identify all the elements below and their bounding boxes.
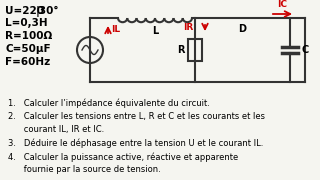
- Text: F=60Hz: F=60Hz: [5, 57, 50, 67]
- Text: D: D: [238, 24, 246, 34]
- Text: IC: IC: [277, 0, 287, 9]
- Text: IR: IR: [183, 24, 193, 33]
- Text: IL: IL: [111, 25, 120, 34]
- Text: C: C: [302, 45, 309, 55]
- Text: U=220: U=220: [5, 6, 44, 16]
- Text: 2.   Calculer les tensions entre L, R et C et les courants et les: 2. Calculer les tensions entre L, R et C…: [8, 111, 265, 120]
- Text: L=0,3H: L=0,3H: [5, 18, 48, 28]
- Text: fournie par la source de tension.: fournie par la source de tension.: [8, 165, 161, 174]
- FancyBboxPatch shape: [188, 39, 202, 61]
- Text: |30°: |30°: [36, 6, 60, 17]
- Text: 4.   Calculer la puissance active, réactive et apparente: 4. Calculer la puissance active, réactiv…: [8, 152, 238, 161]
- Text: L: L: [152, 26, 158, 36]
- Text: C=50μF: C=50μF: [5, 44, 51, 54]
- Text: 1.   Calculer l’impédance équivalente du circuit.: 1. Calculer l’impédance équivalente du c…: [8, 98, 210, 107]
- Text: R=100Ω: R=100Ω: [5, 31, 52, 41]
- Text: 3.   Déduire le déphasage entre la tension U et le courant IL.: 3. Déduire le déphasage entre la tension…: [8, 138, 263, 148]
- Text: R: R: [178, 45, 185, 55]
- Text: courant IL, IR et IC.: courant IL, IR et IC.: [8, 125, 104, 134]
